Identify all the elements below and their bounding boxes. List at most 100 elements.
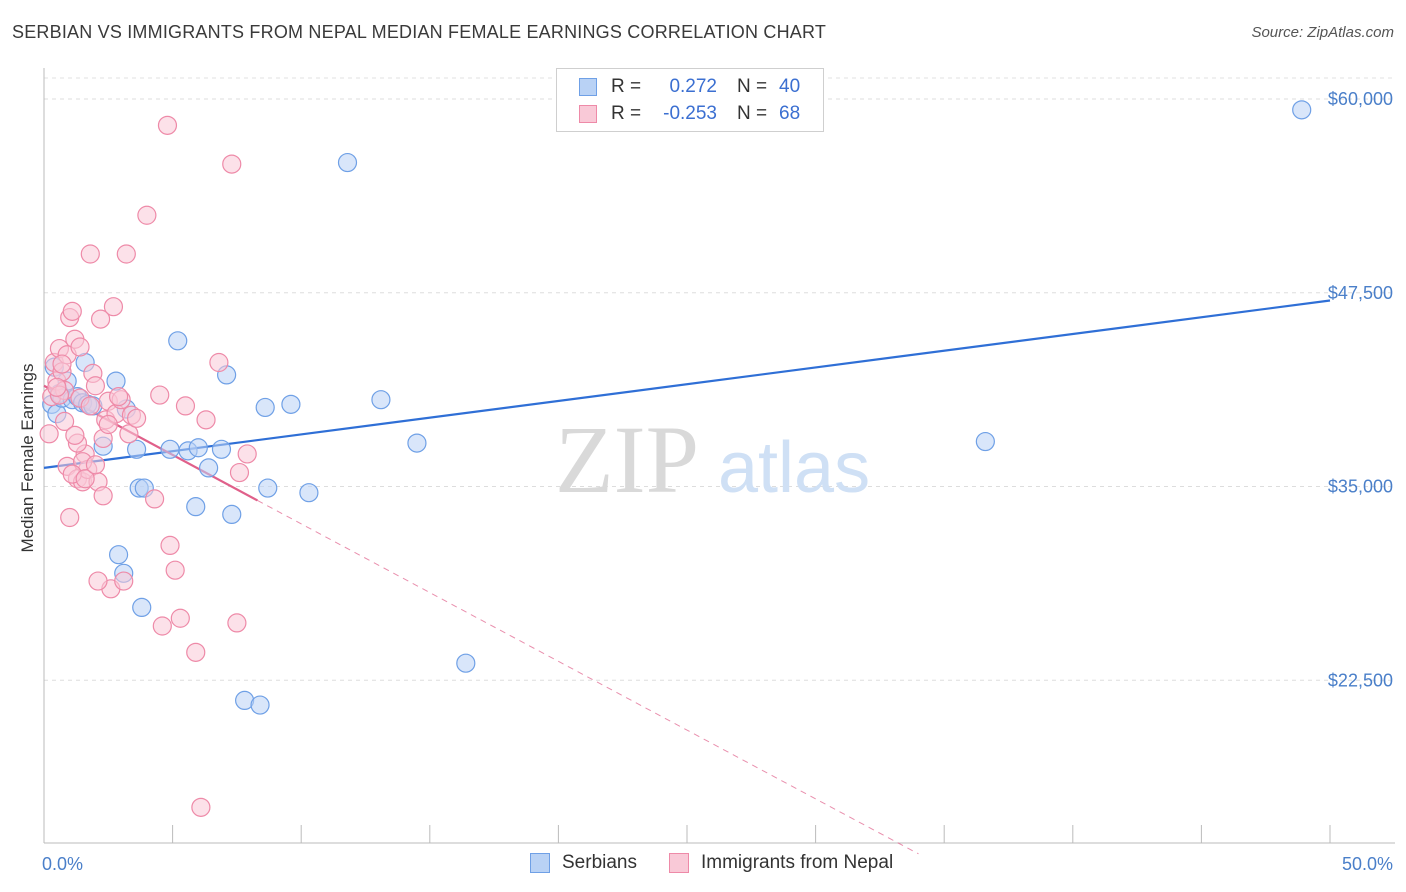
y-tick-label: $35,000: [1328, 477, 1393, 497]
point-nepal: [191, 797, 211, 817]
point-serbians: [222, 504, 242, 525]
y-tick-label: $47,500: [1328, 283, 1393, 303]
point-nepal: [227, 613, 247, 633]
point-serbians: [211, 439, 232, 459]
legend-r-label: R =: [611, 103, 642, 124]
legend-r-value: 0.272: [669, 76, 717, 97]
point-nepal: [126, 408, 147, 428]
point-serbians: [199, 458, 219, 478]
point-nepal: [209, 352, 229, 373]
legend-n-label: N =: [737, 103, 768, 124]
point-nepal: [54, 411, 75, 431]
x-tick-labels: 0.0% 50.0%: [42, 854, 1393, 874]
point-nepal: [170, 608, 190, 628]
point-serbians: [371, 390, 391, 410]
point-serbians: [258, 478, 278, 498]
point-nepal: [108, 387, 129, 407]
legend-n-value: 68: [779, 103, 801, 124]
y-tick-label: $22,500: [1328, 670, 1393, 690]
legend-n-label: N =: [737, 76, 768, 97]
bottom-legend-swatch-serbians: [530, 853, 550, 873]
point-nepal: [119, 424, 139, 444]
bottom-legend-serbians: Serbians: [530, 852, 637, 874]
legend-n-value: 40: [779, 76, 801, 97]
point-nepal: [80, 244, 100, 264]
point-nepal: [186, 642, 206, 662]
point-serbians: [188, 438, 208, 458]
axes: [43, 68, 1395, 844]
point-nepal: [152, 616, 172, 636]
point-nepal: [196, 410, 216, 430]
point-nepal: [116, 244, 136, 264]
point-serbians: [975, 431, 995, 452]
source-label: Source: ZipAtlas.com: [1251, 24, 1394, 41]
point-nepal: [165, 560, 185, 580]
point-nepal: [93, 486, 113, 506]
point-nepal: [65, 425, 85, 445]
x-tick-label: 50.0%: [1342, 854, 1393, 874]
point-nepal: [222, 154, 242, 174]
y-tick-labels: $22,500 $35,000 $47,500 $60,000: [1328, 89, 1393, 690]
point-nepal: [52, 354, 72, 374]
point-nepal: [114, 571, 134, 591]
point-serbians: [299, 483, 319, 503]
watermark: ZIP atlas: [555, 406, 870, 513]
trend-line-nepal: [257, 500, 919, 855]
trend-lines: [43, 299, 1331, 855]
legend: R = 0.272 N = 40 R = -0.253 N = 68: [556, 68, 824, 132]
point-serbians: [337, 152, 358, 173]
point-nepal: [60, 507, 80, 528]
point-serbians: [1292, 100, 1312, 120]
y-tick-label: $60,000: [1328, 89, 1393, 109]
point-serbians: [407, 433, 427, 453]
bottom-legend-label-nepal: Immigrants from Nepal: [701, 852, 894, 873]
point-serbians: [456, 653, 476, 673]
legend-swatch-serbians: [579, 78, 597, 96]
point-nepal: [98, 414, 118, 435]
point-nepal: [160, 535, 180, 556]
point-nepal: [175, 396, 196, 416]
point-nepal: [85, 455, 106, 475]
data-points: [39, 100, 1312, 817]
bottom-legend-label-serbians: Serbians: [562, 852, 637, 873]
point-serbians: [168, 331, 188, 351]
point-serbians: [132, 597, 152, 618]
point-serbians: [255, 397, 275, 418]
chart-title: SERBIAN VS IMMIGRANTS FROM NEPAL MEDIAN …: [12, 22, 827, 42]
point-nepal: [229, 462, 250, 483]
point-nepal: [137, 205, 157, 225]
point-serbians: [108, 545, 129, 565]
point-nepal: [90, 309, 111, 329]
point-nepal: [150, 385, 170, 405]
point-serbians: [281, 394, 301, 414]
point-serbians: [186, 497, 206, 517]
point-nepal: [157, 115, 178, 135]
legend-swatch-nepal: [579, 105, 597, 123]
point-nepal: [103, 297, 124, 317]
bottom-legend-nepal: Immigrants from Nepal: [669, 852, 893, 874]
legend-row-serbians: R = 0.272 N = 40: [579, 74, 800, 100]
point-nepal: [144, 489, 165, 509]
point-nepal: [88, 571, 108, 591]
legend-r-value: -0.253: [663, 103, 717, 124]
y-axis-label: Median Female Earnings: [18, 364, 37, 553]
point-nepal: [75, 469, 95, 489]
point-serbians: [126, 439, 147, 459]
point-serbians: [250, 695, 270, 715]
point-nepal: [70, 337, 90, 357]
bottom-legend-swatch-nepal: [669, 853, 689, 873]
legend-row-nepal: R = -0.253 N = 68: [579, 101, 800, 127]
point-nepal: [62, 301, 82, 321]
legend-r-label: R =: [611, 76, 642, 97]
watermark-atlas: atlas: [718, 428, 870, 508]
bottom-legend: Serbians Immigrants from Nepal: [530, 852, 925, 874]
point-nepal: [39, 424, 59, 444]
point-nepal: [237, 444, 257, 464]
watermark-zip: ZIP: [555, 406, 699, 513]
trend-line-serbians: [43, 299, 1331, 469]
point-nepal: [80, 396, 100, 416]
point-nepal: [47, 377, 67, 397]
point-nepal: [85, 376, 106, 396]
x-tick-label: 0.0%: [42, 854, 83, 874]
